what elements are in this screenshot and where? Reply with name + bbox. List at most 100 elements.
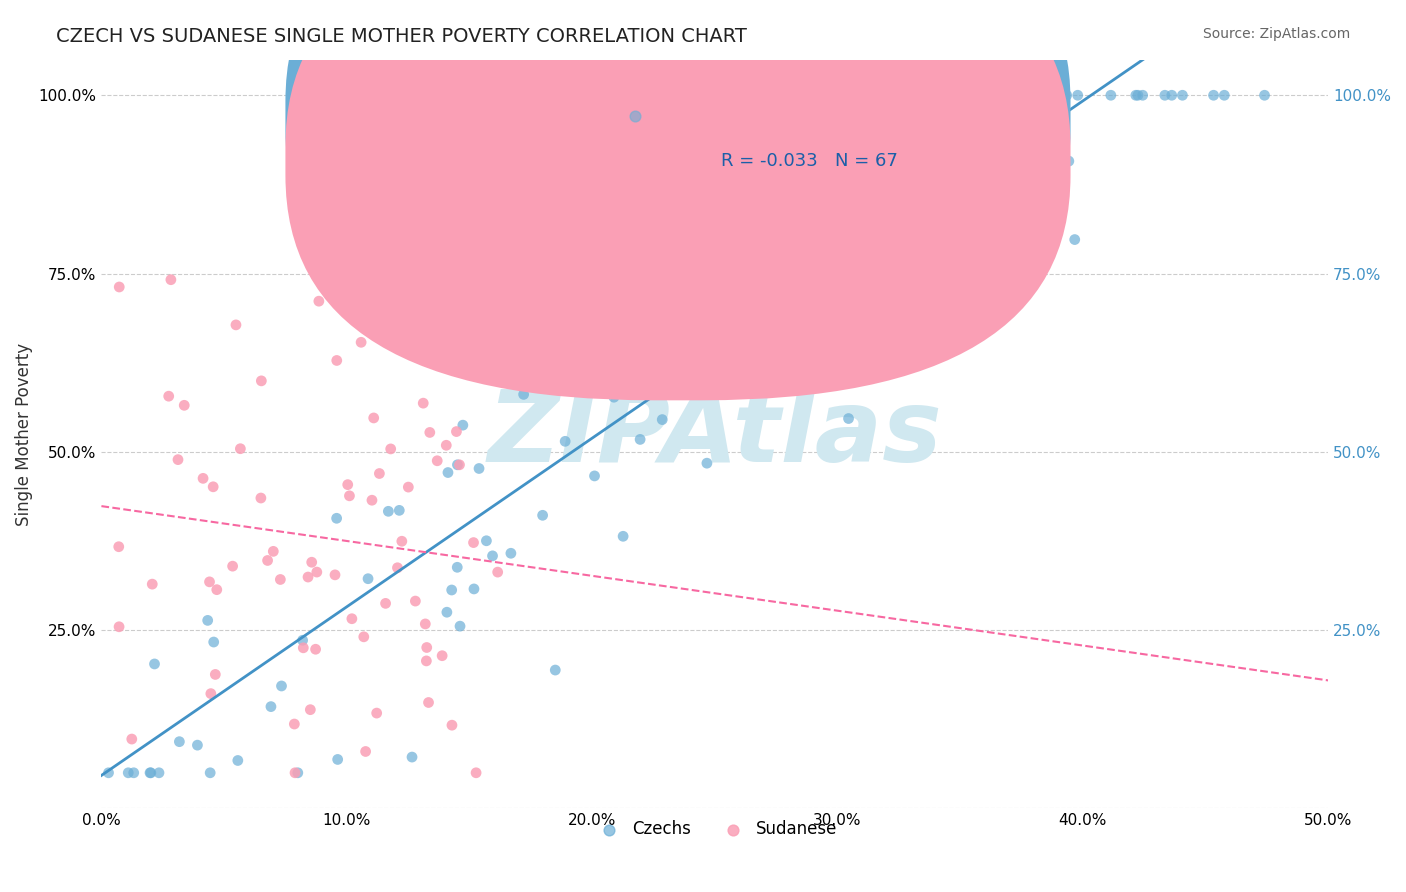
Point (108, 620, 131, 634)
Point (107, 540, 129, 554)
Point (391, 534, 413, 549)
Point (198, 574, 221, 589)
Point (1157, 142, 1180, 156)
Point (270, 679, 292, 693)
FancyBboxPatch shape (285, 0, 1070, 355)
Point (463, 582, 485, 596)
Point (430, 648, 453, 663)
Point (706, 351, 728, 365)
Point (506, 320, 529, 334)
Point (416, 640, 439, 655)
Point (141, 577, 163, 591)
Point (297, 570, 319, 584)
Point (696, 317, 718, 331)
Point (377, 504, 399, 518)
Point (1057, 154, 1080, 169)
Point (598, 185, 620, 199)
Point (388, 503, 411, 517)
Point (260, 699, 283, 714)
Point (97, 765, 120, 780)
Point (122, 765, 145, 780)
Point (157, 389, 180, 403)
Point (396, 480, 419, 494)
Point (363, 411, 385, 425)
Point (323, 567, 346, 582)
Point (204, 667, 226, 681)
Point (1047, 88, 1070, 103)
Point (721, 172, 744, 186)
Point (401, 750, 423, 764)
Point (512, 387, 534, 401)
Point (308, 294, 330, 309)
Point (980, 154, 1002, 169)
Point (299, 703, 322, 717)
Point (404, 594, 426, 608)
Point (197, 614, 219, 628)
Point (838, 411, 860, 425)
Point (186, 738, 208, 752)
Point (380, 442, 402, 456)
Point (148, 765, 170, 780)
Point (696, 456, 718, 470)
Point (412, 318, 434, 333)
Point (440, 582, 463, 597)
Point (465, 765, 488, 780)
Y-axis label: Single Mother Poverty: Single Mother Poverty (15, 343, 32, 525)
Point (1039, 88, 1062, 103)
Point (737, 279, 759, 293)
Point (786, 207, 808, 221)
Point (799, 221, 821, 235)
Point (160, 273, 183, 287)
Point (446, 560, 468, 574)
Point (202, 480, 225, 494)
Point (730, 355, 752, 369)
Point (941, 199, 963, 213)
Point (121, 732, 143, 747)
Point (884, 88, 907, 103)
Point (413, 616, 436, 631)
Text: R =  0.370   N = 93: R = 0.370 N = 93 (721, 107, 897, 125)
Point (283, 717, 305, 731)
Point (758, 143, 780, 157)
Point (368, 467, 391, 481)
Point (287, 765, 309, 780)
Point (1253, 88, 1275, 103)
Point (1132, 88, 1154, 103)
Point (139, 765, 162, 780)
Point (481, 549, 503, 563)
Point (446, 425, 468, 439)
Point (463, 535, 485, 549)
Point (1125, 88, 1147, 103)
FancyBboxPatch shape (285, 0, 1070, 401)
Point (1171, 88, 1194, 103)
Point (990, 98, 1012, 112)
Point (292, 640, 315, 655)
Point (1126, 88, 1149, 103)
Point (250, 491, 273, 505)
Point (139, 765, 162, 780)
Point (1202, 88, 1225, 103)
Point (434, 438, 457, 452)
Point (1063, 233, 1085, 247)
Point (326, 353, 349, 368)
Point (1067, 88, 1090, 103)
Point (932, 190, 955, 204)
Point (841, 173, 863, 187)
Point (1154, 88, 1177, 103)
Point (143, 657, 166, 671)
Text: R = -0.033   N = 67: R = -0.033 N = 67 (721, 152, 898, 169)
Point (269, 573, 291, 587)
Point (583, 469, 606, 483)
Point (354, 744, 377, 758)
Point (1056, 88, 1078, 103)
Point (531, 508, 554, 523)
Point (486, 565, 509, 579)
Point (440, 718, 463, 732)
Point (858, 357, 880, 371)
FancyBboxPatch shape (617, 89, 1033, 202)
Point (415, 654, 437, 668)
Point (198, 765, 221, 780)
Point (451, 418, 474, 433)
Point (679, 88, 702, 103)
Point (544, 663, 567, 677)
